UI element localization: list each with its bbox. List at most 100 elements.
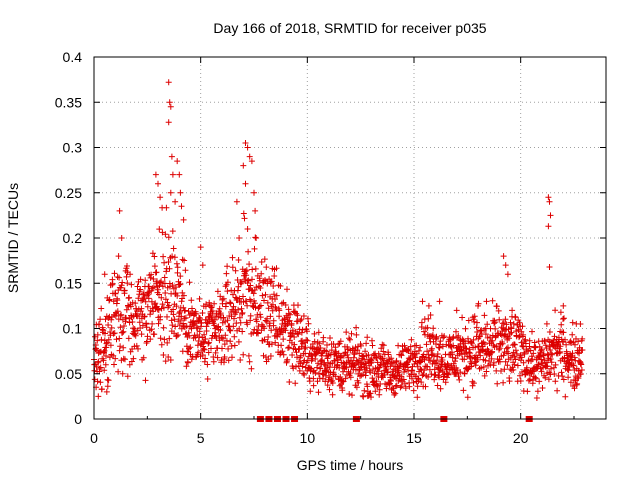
- data-point: [517, 378, 524, 384]
- data-point: [290, 365, 297, 372]
- data-point: [176, 281, 183, 288]
- data-point: [427, 312, 434, 318]
- data-point: [450, 333, 457, 340]
- data-point: [436, 298, 443, 305]
- data-point: [477, 327, 484, 334]
- data-point: [120, 355, 127, 362]
- data-point: [424, 363, 431, 370]
- data-point: [196, 333, 203, 340]
- data-point: [156, 291, 162, 298]
- data-point: [518, 354, 525, 361]
- data-point: [519, 343, 526, 350]
- data-point: [214, 354, 221, 361]
- data-point: [437, 338, 444, 345]
- data-point: [161, 274, 168, 281]
- data-point: [397, 384, 404, 391]
- data-point: [547, 356, 554, 362]
- data-point: [317, 365, 324, 372]
- data-point: [289, 352, 296, 358]
- data-point: [539, 346, 545, 353]
- data-point: [424, 348, 431, 355]
- data-point: [577, 321, 584, 327]
- data-point: [137, 276, 144, 283]
- data-point: [169, 171, 176, 178]
- data-point: [347, 374, 354, 381]
- data-point: [123, 315, 129, 321]
- data-point: [162, 296, 169, 303]
- data-point: [237, 357, 244, 363]
- data-point: [568, 352, 575, 359]
- data-point: [110, 298, 117, 305]
- data-point: [115, 253, 122, 260]
- data-point: [276, 313, 283, 320]
- y-tick-label: 0.4: [63, 49, 83, 65]
- x-tick-label: 10: [300, 430, 316, 446]
- y-tick-label: 0.05: [55, 366, 82, 382]
- data-point: [143, 324, 150, 331]
- data-point: [569, 350, 576, 357]
- data-point: [247, 312, 254, 319]
- data-point: [284, 356, 291, 363]
- data-point: [440, 334, 447, 341]
- data-point: [117, 324, 124, 331]
- data-point: [244, 302, 251, 309]
- data-point: [579, 347, 586, 353]
- data-point: [326, 386, 333, 393]
- data-point: [380, 342, 387, 349]
- data-point: [433, 333, 440, 340]
- data-point: [498, 368, 504, 374]
- data-point: [237, 319, 244, 326]
- data-point: [518, 357, 524, 364]
- data-point: [304, 328, 310, 335]
- data-point: [103, 340, 110, 347]
- data-point: [235, 257, 242, 263]
- data-point: [185, 359, 191, 366]
- data-point: [481, 312, 488, 319]
- data-point: [133, 342, 140, 349]
- data-point: [264, 280, 271, 287]
- data-point: [178, 203, 185, 210]
- data-point: [559, 373, 566, 380]
- data-point: [536, 343, 543, 350]
- data-point: [331, 357, 338, 364]
- data-point: [218, 334, 225, 341]
- data-point: [378, 345, 385, 352]
- data-point: [294, 312, 301, 319]
- data-point: [500, 253, 507, 260]
- data-point: [111, 270, 118, 277]
- data-point: [178, 313, 185, 320]
- data-point: [513, 350, 520, 357]
- data-point: [196, 328, 203, 335]
- data-point: [238, 305, 245, 312]
- data-point: [191, 321, 198, 328]
- data-point: [231, 315, 237, 322]
- data-point: [296, 367, 303, 374]
- data-point: [450, 360, 457, 367]
- data-point: [220, 295, 227, 302]
- data-point: [376, 386, 383, 393]
- data-point: [535, 361, 542, 368]
- data-point: [494, 380, 501, 387]
- data-point: [344, 351, 351, 358]
- data-point: [373, 378, 380, 385]
- data-point: [429, 332, 436, 339]
- data-point: [348, 330, 355, 337]
- data-point: [297, 360, 304, 367]
- data-point: [379, 356, 385, 363]
- data-point: [98, 336, 105, 343]
- data-point: [96, 321, 103, 328]
- data-point: [544, 363, 551, 370]
- data-point: [511, 341, 518, 348]
- data-point: [247, 282, 254, 289]
- data-point: [230, 291, 236, 298]
- data-point: [97, 364, 104, 371]
- data-point: [346, 391, 353, 397]
- data-point: [315, 389, 322, 396]
- data-point: [545, 194, 552, 201]
- data-point: [453, 328, 459, 335]
- data-point: [402, 380, 408, 387]
- data-point: [165, 354, 172, 360]
- data-point: [208, 304, 215, 311]
- data-point: [430, 325, 437, 332]
- data-point: [431, 352, 437, 359]
